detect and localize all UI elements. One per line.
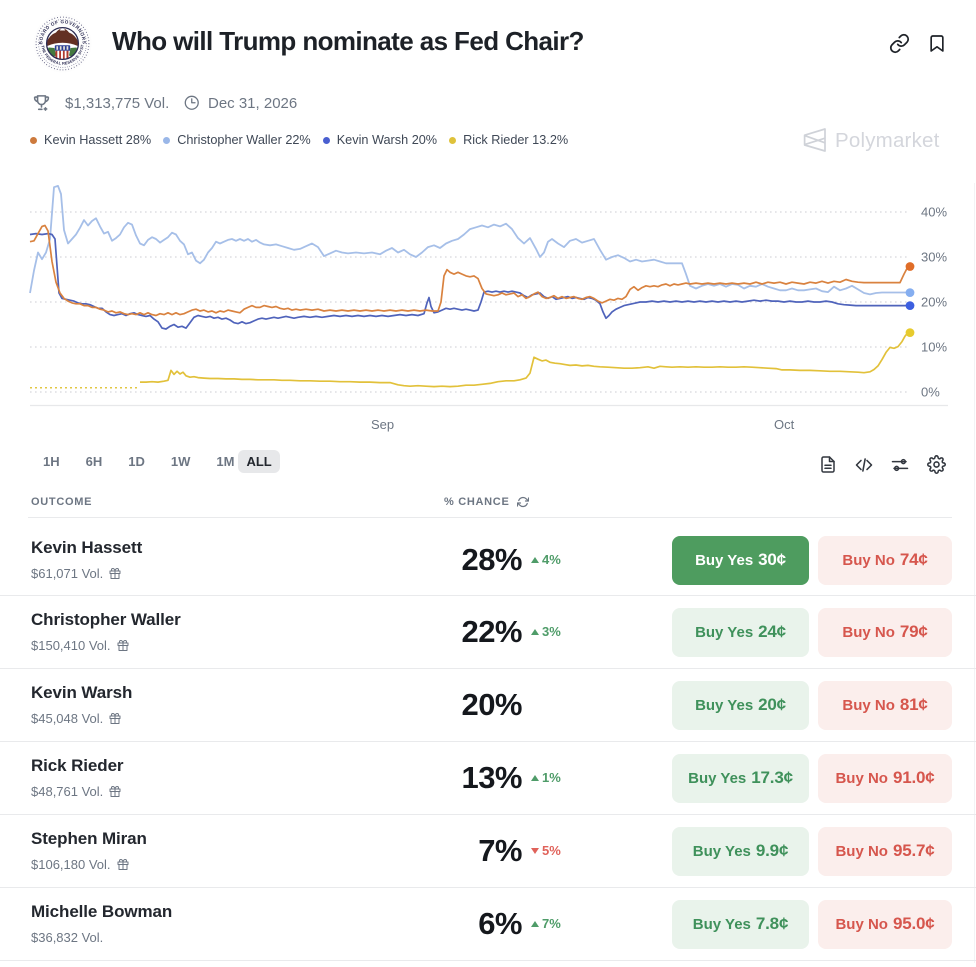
svg-text:30%: 30%	[921, 250, 947, 265]
svg-text:0%: 0%	[921, 385, 940, 400]
svg-text:Oct: Oct	[774, 417, 795, 432]
svg-text:Sep: Sep	[371, 417, 394, 432]
svg-text:10%: 10%	[921, 340, 947, 355]
svg-text:20%: 20%	[921, 295, 947, 310]
svg-text:40%: 40%	[921, 205, 947, 220]
